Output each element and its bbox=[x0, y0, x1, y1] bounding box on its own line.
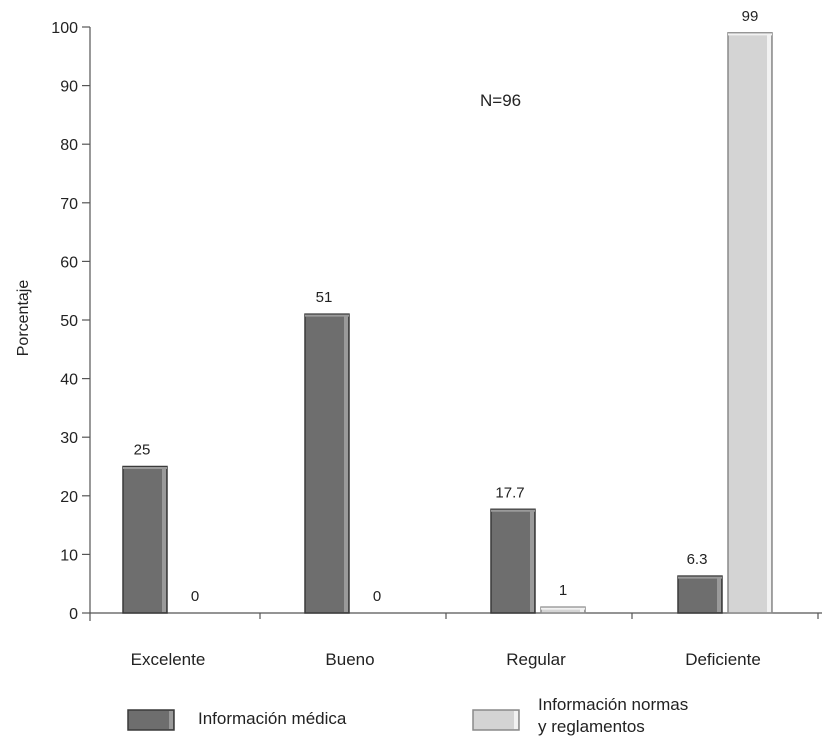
category-label: Regular bbox=[506, 650, 566, 669]
legend-swatch bbox=[472, 709, 520, 731]
data-label: 0 bbox=[373, 588, 381, 605]
data-label: 1 bbox=[559, 582, 567, 599]
data-label: 51 bbox=[316, 289, 333, 306]
bar bbox=[490, 508, 536, 614]
legend-item: Información médica bbox=[127, 709, 347, 731]
y-tick-label: 40 bbox=[60, 372, 78, 389]
data-label: 25 bbox=[134, 442, 151, 459]
y-tick-label: 100 bbox=[51, 20, 78, 37]
bar bbox=[540, 606, 586, 614]
category-label: Deficiente bbox=[685, 650, 761, 669]
legend-label: Información médica bbox=[198, 709, 347, 728]
chart-labels: Excelente Bueno Regular Deficiente 25 51 17.7 6… bbox=[131, 8, 761, 669]
y-tick-label: 70 bbox=[60, 196, 78, 213]
category-label: Bueno bbox=[325, 650, 374, 669]
legend-item: Información normas y reglamentos bbox=[472, 695, 688, 736]
y-tick-label: 90 bbox=[60, 79, 78, 96]
y-tick-label: 20 bbox=[60, 489, 78, 506]
chart-bars bbox=[122, 32, 773, 614]
y-tick-label: 60 bbox=[60, 254, 78, 271]
bar bbox=[122, 465, 168, 614]
chart-legend: Información médica Información normas y re… bbox=[127, 695, 688, 736]
data-label: 0 bbox=[191, 588, 199, 605]
bar bbox=[677, 575, 723, 614]
bar bbox=[304, 313, 350, 614]
legend-label: y reglamentos bbox=[538, 717, 645, 736]
sample-size-annotation: N=96 bbox=[480, 91, 521, 110]
category-label: Excelente bbox=[131, 650, 206, 669]
bar bbox=[727, 32, 773, 614]
data-label: 99 bbox=[742, 8, 759, 25]
y-axis-label: Porcentaje bbox=[15, 280, 32, 357]
legend-label: Información normas bbox=[538, 695, 688, 714]
y-tick-label: 0 bbox=[69, 606, 78, 623]
legend-swatch bbox=[127, 709, 175, 731]
y-tick-label: 10 bbox=[60, 547, 78, 564]
y-tick-label: 50 bbox=[60, 313, 78, 330]
data-label: 17.7 bbox=[495, 484, 524, 501]
data-label: 6.3 bbox=[687, 551, 708, 568]
y-tick-label: 80 bbox=[60, 137, 78, 154]
y-tick-label: 30 bbox=[60, 430, 78, 447]
